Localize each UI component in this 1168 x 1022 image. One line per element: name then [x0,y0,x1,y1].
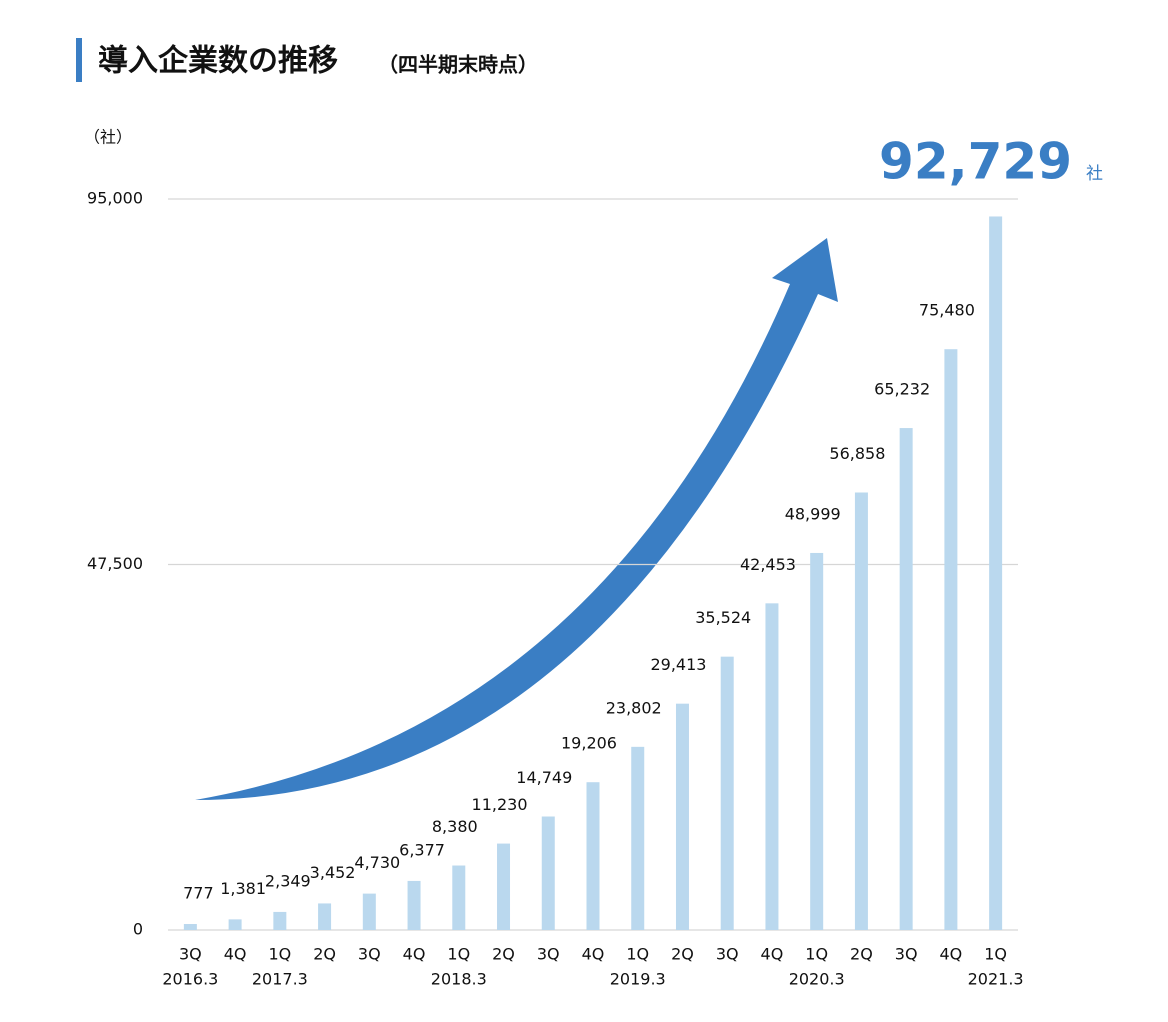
value-label: 3,452 [310,863,356,882]
x-tick-label: 3Q [716,945,739,964]
x-tick-label: 2Q [492,945,515,964]
x-tick-label: 2Q [313,945,336,964]
value-label: 777 [183,884,214,903]
bar [720,656,734,930]
value-label: 11,230 [472,795,528,814]
growth-arrow [195,238,838,800]
x-tick-label: 4Q [761,945,784,964]
bar [407,880,421,930]
x-tick-label: 4Q [582,945,605,964]
chart-subtitle: （四半期末時点） [378,53,538,77]
bar [944,349,958,930]
value-label: 29,413 [650,655,706,674]
bar [675,703,689,930]
x-tick-label: 4Q [224,945,247,964]
chart-title: 導入企業数の推移 [98,44,338,79]
value-label: 23,802 [606,698,662,717]
bar [854,492,868,930]
x-tick-label: 2Q [671,945,694,964]
period-label: 2021.3 [968,970,1024,989]
bar [497,843,511,930]
x-tick-label: 3Q [537,945,560,964]
x-tick-label: 1Q [984,945,1007,964]
value-label: 48,999 [785,504,841,523]
x-tick-label: 2Q [850,945,873,964]
bar [765,603,779,930]
y-tick-label: 95,000 [87,189,143,208]
period-label: 2017.3 [252,970,308,989]
bar [183,924,197,930]
y-tick-label: 47,500 [87,554,143,573]
value-label: 19,206 [561,734,617,753]
highlight-value-label: 92,729 [879,133,1072,191]
bar [631,746,645,930]
bar [318,903,332,930]
value-label: 65,232 [874,380,930,399]
period-label: 2018.3 [431,970,487,989]
x-tick-label: 1Q [447,945,470,964]
bar [452,865,466,930]
y-tick-label: 0 [133,920,143,939]
x-tick-label: 4Q [940,945,963,964]
x-tick-label: 1Q [805,945,828,964]
bar [273,911,287,930]
period-label: 2019.3 [610,970,666,989]
value-label: 1,381 [220,879,266,898]
period-label: 2020.3 [789,970,845,989]
bar [586,782,600,930]
highlight-unit: 社 [1086,164,1103,184]
bar [362,893,376,930]
x-tick-label: 3Q [895,945,918,964]
bar [899,428,913,930]
period-label: 2016.3 [162,970,218,989]
value-label: 2,349 [265,871,311,890]
value-label: 14,749 [516,768,572,787]
bar [228,919,242,930]
x-tick-label: 1Q [268,945,291,964]
x-tick-label: 1Q [626,945,649,964]
value-label: 75,480 [919,301,975,320]
value-label: 6,377 [399,840,445,859]
value-label: 8,380 [432,817,478,836]
x-tick-label: 4Q [403,945,426,964]
y-axis-label: （社） [84,128,132,147]
x-tick-label: 3Q [179,945,202,964]
bar [810,552,824,930]
bar [989,216,1003,931]
x-tick-label: 3Q [358,945,381,964]
value-label: 35,524 [695,608,751,627]
title-accent [76,38,82,82]
value-label: 42,453 [740,555,796,574]
value-label: 56,858 [829,444,885,463]
value-label: 4,730 [354,853,400,872]
bar [541,816,555,930]
